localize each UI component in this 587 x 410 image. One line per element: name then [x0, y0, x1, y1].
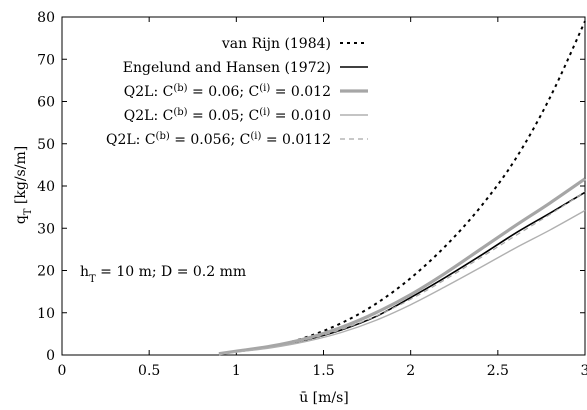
- series-group: [218, 20, 586, 356]
- legend-label: Q2L: C(b) = 0.05; C(i) = 0.010: [124, 107, 331, 125]
- series-line-4: [218, 209, 586, 355]
- series-line-3: [218, 177, 586, 356]
- y-axis-title: qT [kg/s/m]: [13, 146, 34, 224]
- y-tick-label: 50: [37, 137, 55, 153]
- x-tick-label: 0: [58, 363, 67, 379]
- x-tick-label: 2: [406, 363, 415, 379]
- series-line-5: [218, 191, 586, 355]
- y-tick-label: 40: [37, 179, 55, 195]
- y-tick-label: 70: [37, 52, 55, 68]
- y-tick-label: 30: [37, 221, 55, 237]
- y-tick-label: 20: [37, 264, 55, 280]
- y-tick-label: 0: [46, 348, 55, 364]
- legend-label: van Rijn (1984): [221, 36, 331, 52]
- y-tick-label: 60: [37, 95, 55, 111]
- x-tick-label: 3: [581, 363, 587, 379]
- x-tick-label: 1: [232, 363, 241, 379]
- legend-label: Q2L: C(b) = 0.06; C(i) = 0.012: [124, 83, 331, 101]
- y-tick-label: 80: [37, 10, 55, 26]
- x-axis-title: ū [m/s]: [299, 390, 349, 406]
- legend-label: Q2L: C(b) = 0.056; C(i) = 0.0112: [106, 131, 331, 149]
- legend: van Rijn (1984) Engelund and Hansen (1972…: [106, 36, 368, 148]
- x-tick-label: 1.5: [312, 363, 334, 379]
- annotation: hT = 10 m; D = 0.2 mm: [80, 264, 246, 285]
- x-tick-label: 0.5: [138, 363, 160, 379]
- x-tick-label: 2.5: [487, 363, 509, 379]
- y-tick-label: 10: [37, 306, 55, 322]
- legend-label: Engelund and Hansen (1972): [123, 60, 331, 76]
